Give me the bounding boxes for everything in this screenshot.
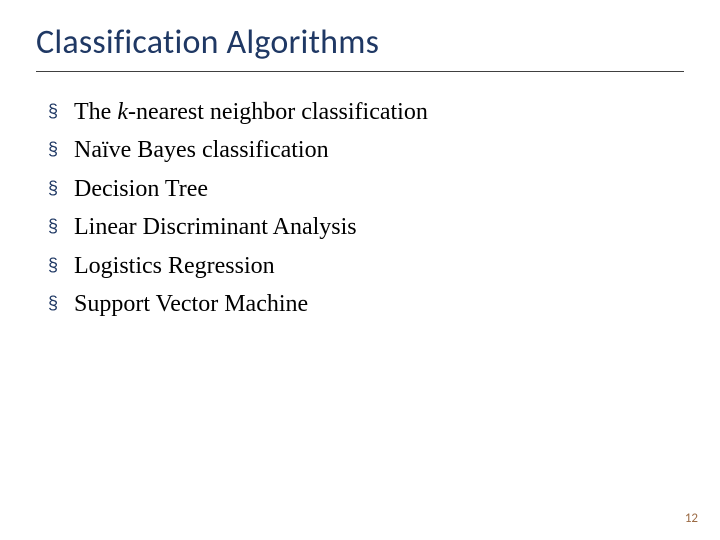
bullet-text: Decision Tree [74,173,208,205]
page-number: 12 [685,511,698,526]
list-item: § Support Vector Machine [48,288,684,320]
bullet-icon: § [48,288,74,315]
bullet-icon: § [48,96,74,123]
list-item: § Decision Tree [48,173,684,205]
list-item: § The k-nearest neighbor classification [48,96,684,128]
list-item: § Logistics Regression [48,250,684,282]
bullet-text: Naïve Bayes classification [74,134,329,166]
bullet-text: The k-nearest neighbor classification [74,96,428,128]
bullet-icon: § [48,134,74,161]
bullet-icon: § [48,250,74,277]
bullet-text: Linear Discriminant Analysis [74,211,357,243]
title-underline [36,71,684,72]
slide: Classification Algorithms § The k-neares… [0,0,720,540]
list-item: § Naïve Bayes classification [48,134,684,166]
list-item: § Linear Discriminant Analysis [48,211,684,243]
bullet-text: Logistics Regression [74,250,275,282]
bullet-icon: § [48,173,74,200]
bullet-list: § The k-nearest neighbor classification … [36,96,684,320]
bullet-text: Support Vector Machine [74,288,308,320]
bullet-icon: § [48,211,74,238]
slide-title: Classification Algorithms [36,22,684,71]
